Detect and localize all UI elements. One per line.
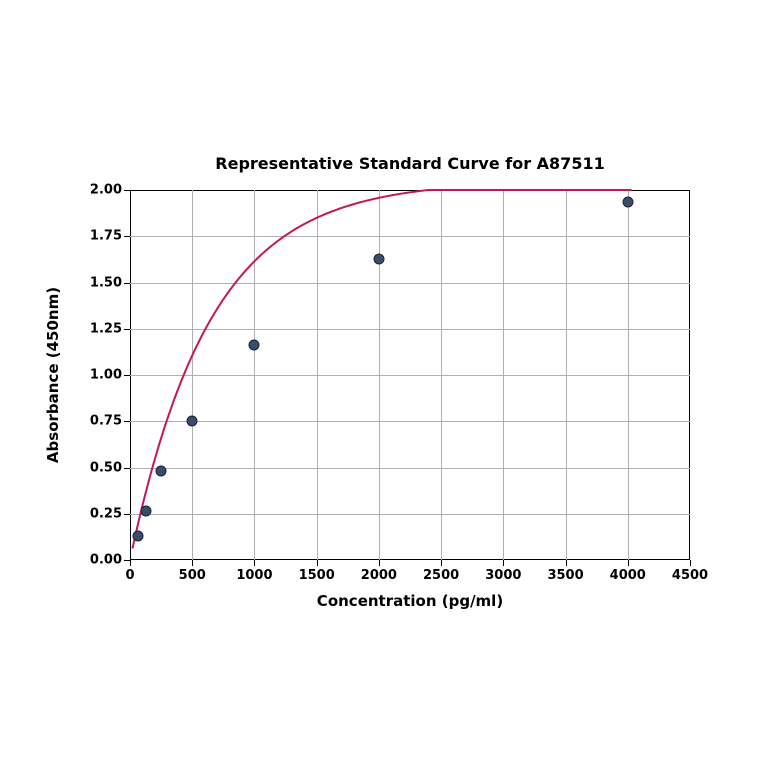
y-tick <box>124 468 130 469</box>
y-tick-label: 1.25 <box>86 321 122 336</box>
data-point <box>187 416 198 427</box>
y-tick-label: 0.50 <box>86 460 122 475</box>
x-tick-label: 2000 <box>361 568 397 583</box>
chart-canvas: Representative Standard Curve for A87511… <box>0 0 764 764</box>
x-tick <box>379 560 380 566</box>
x-tick-label: 4500 <box>672 568 708 583</box>
x-tick-label: 4000 <box>610 568 646 583</box>
grid-line-horizontal <box>130 283 690 284</box>
y-tick-label: 2.00 <box>86 183 122 198</box>
x-tick-label: 500 <box>179 568 206 583</box>
grid-line-horizontal <box>130 421 690 422</box>
y-tick-label: 0.75 <box>86 414 122 429</box>
grid-line-horizontal <box>130 468 690 469</box>
x-tick <box>130 560 131 566</box>
data-point <box>156 466 167 477</box>
y-tick-label: 0.00 <box>86 553 122 568</box>
grid-line-horizontal <box>130 375 690 376</box>
data-point <box>249 340 260 351</box>
x-tick <box>690 560 691 566</box>
x-tick-label: 3500 <box>547 568 583 583</box>
x-tick-label: 1500 <box>299 568 335 583</box>
x-tick-label: 3000 <box>485 568 521 583</box>
data-point <box>373 254 384 265</box>
data-point <box>140 505 151 516</box>
x-tick-label: 0 <box>125 568 134 583</box>
chart-title: Representative Standard Curve for A87511 <box>215 154 604 173</box>
y-tick-label: 1.50 <box>86 275 122 290</box>
y-tick <box>124 236 130 237</box>
y-tick <box>124 329 130 330</box>
x-tick <box>503 560 504 566</box>
x-tick-label: 2500 <box>423 568 459 583</box>
grid-line-horizontal <box>130 514 690 515</box>
y-axis-label: Absorbance (450nm) <box>44 287 62 463</box>
x-tick <box>628 560 629 566</box>
data-point <box>622 197 633 208</box>
grid-line-horizontal <box>130 236 690 237</box>
x-tick <box>441 560 442 566</box>
x-tick-label: 1000 <box>236 568 272 583</box>
y-tick <box>124 560 130 561</box>
x-tick <box>192 560 193 566</box>
y-tick-label: 0.25 <box>86 506 122 521</box>
grid-line-horizontal <box>130 329 690 330</box>
x-axis-label: Concentration (pg/ml) <box>317 592 503 610</box>
x-tick <box>317 560 318 566</box>
y-tick-label: 1.75 <box>86 229 122 244</box>
y-tick-label: 1.00 <box>86 368 122 383</box>
y-tick <box>124 283 130 284</box>
y-tick <box>124 375 130 376</box>
y-tick <box>124 421 130 422</box>
x-tick <box>254 560 255 566</box>
y-tick <box>124 514 130 515</box>
y-tick <box>124 190 130 191</box>
x-tick <box>566 560 567 566</box>
data-point <box>132 530 143 541</box>
